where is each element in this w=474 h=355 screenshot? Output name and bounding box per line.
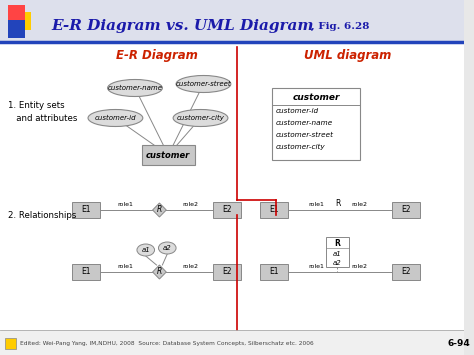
FancyBboxPatch shape	[392, 264, 419, 280]
Text: role2: role2	[182, 202, 198, 207]
Text: customer: customer	[292, 93, 340, 102]
Text: UML diagram: UML diagram	[303, 49, 391, 61]
FancyBboxPatch shape	[272, 88, 360, 160]
Bar	[8, 5, 26, 23]
Text: 1. Entity sets
   and attributes: 1. Entity sets and attributes	[8, 101, 77, 123]
Text: customer-name: customer-name	[276, 120, 333, 126]
FancyBboxPatch shape	[0, 330, 464, 355]
FancyBboxPatch shape	[0, 42, 464, 330]
Ellipse shape	[137, 244, 155, 256]
Text: R: R	[157, 268, 162, 277]
Text: E-R Diagram vs. UML Diagram: E-R Diagram vs. UML Diagram	[51, 19, 313, 33]
Polygon shape	[153, 265, 166, 279]
Text: customer-street: customer-street	[276, 132, 334, 138]
Text: role2: role2	[182, 264, 198, 269]
Text: role2: role2	[351, 202, 367, 207]
FancyBboxPatch shape	[73, 264, 100, 280]
Text: E1: E1	[82, 206, 91, 214]
Text: customer-city: customer-city	[177, 115, 225, 121]
Text: 2. Relationships: 2. Relationships	[8, 211, 76, 219]
Text: E2: E2	[401, 206, 410, 214]
FancyBboxPatch shape	[73, 202, 100, 218]
Bar	[5, 338, 16, 349]
FancyBboxPatch shape	[260, 202, 288, 218]
FancyBboxPatch shape	[213, 264, 241, 280]
Text: role2: role2	[351, 264, 367, 269]
Text: a1: a1	[333, 251, 342, 257]
Text: role1: role1	[118, 202, 134, 207]
Ellipse shape	[158, 242, 176, 254]
FancyBboxPatch shape	[260, 264, 288, 280]
Text: customer-id: customer-id	[276, 108, 319, 114]
Text: E1: E1	[269, 206, 279, 214]
Text: role1: role1	[308, 264, 324, 269]
Text: R: R	[335, 199, 340, 208]
Text: R: R	[157, 206, 162, 214]
Text: R: R	[335, 239, 340, 247]
Text: a2: a2	[333, 260, 342, 266]
FancyBboxPatch shape	[326, 237, 349, 267]
Text: E1: E1	[269, 268, 279, 277]
Text: a2: a2	[163, 245, 172, 251]
Text: E2: E2	[222, 268, 232, 277]
Text: E2: E2	[401, 268, 410, 277]
FancyBboxPatch shape	[0, 0, 464, 42]
Ellipse shape	[176, 76, 231, 93]
Polygon shape	[153, 203, 166, 217]
FancyBboxPatch shape	[142, 145, 195, 165]
Text: E2: E2	[222, 206, 232, 214]
Bar	[8, 20, 26, 38]
FancyBboxPatch shape	[392, 202, 419, 218]
Ellipse shape	[173, 109, 228, 126]
Ellipse shape	[108, 80, 163, 97]
FancyBboxPatch shape	[213, 202, 241, 218]
Ellipse shape	[88, 109, 143, 126]
Text: customer-street: customer-street	[176, 81, 231, 87]
Text: role1: role1	[308, 202, 324, 207]
Bar	[14, 12, 31, 30]
Text: customer-id: customer-id	[95, 115, 136, 121]
Text: Edited: Wei-Pang Yang, IM,NDHU, 2008  Source: Database System Concepts, Silbersc: Edited: Wei-Pang Yang, IM,NDHU, 2008 Sou…	[19, 342, 313, 346]
Text: E-R Diagram: E-R Diagram	[116, 49, 198, 61]
Text: role1: role1	[118, 264, 134, 269]
Text: E1: E1	[82, 268, 91, 277]
Text: customer-city: customer-city	[276, 144, 326, 150]
Text: , Fig. 6.28: , Fig. 6.28	[311, 22, 369, 31]
Text: customer-name: customer-name	[108, 85, 163, 91]
Text: 6-94: 6-94	[448, 339, 471, 349]
Text: a1: a1	[141, 247, 150, 253]
Text: customer: customer	[146, 151, 191, 159]
